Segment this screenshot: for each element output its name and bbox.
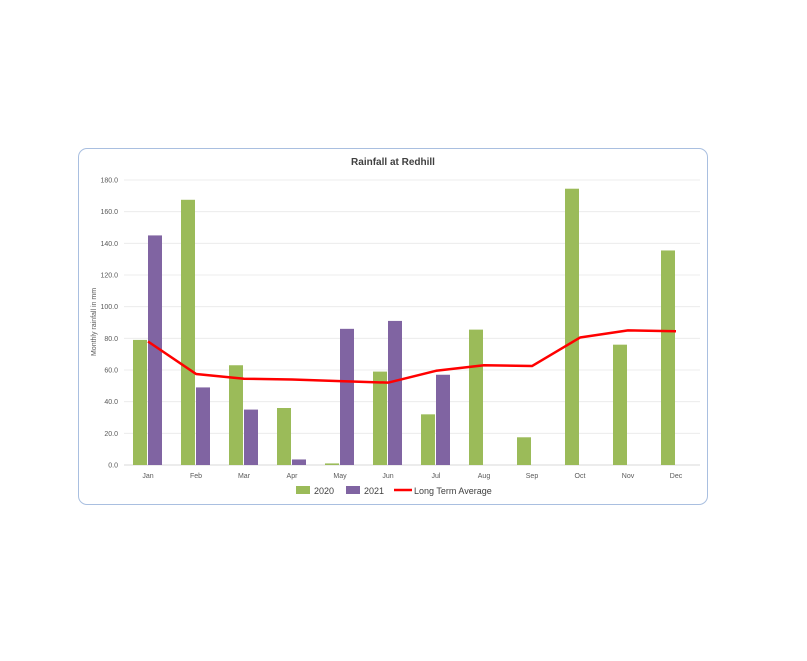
x-tick-label: Mar (238, 473, 251, 480)
bar-2020-Apr (277, 408, 291, 465)
y-tick-label: 100.0 (100, 304, 118, 311)
bar-2021-Jun (388, 320, 402, 465)
legend: 2020 2021 Long Term Average (296, 486, 492, 496)
legend-label: 2020 (314, 486, 334, 496)
x-tick-label: Jan (142, 473, 153, 480)
x-tick-label: Jun (382, 473, 393, 480)
legend-swatch (346, 486, 360, 494)
bar-2020-Sep (517, 437, 531, 465)
legend-label: 2021 (364, 486, 384, 496)
legend-swatch (296, 486, 310, 494)
bar-2020-Mar (229, 365, 243, 465)
y-tick-label: 140.0 (100, 241, 118, 248)
y-tick-label: 180.0 (100, 178, 118, 185)
gridlines (124, 179, 700, 466)
x-tick-label: Dec (670, 473, 683, 480)
bar-2021-May (340, 328, 354, 465)
bar-2020-Jun (373, 371, 387, 465)
y-tick-label: 60.0 (104, 368, 118, 375)
bar-2021-Feb (196, 387, 210, 465)
y-tick-label: 0.0 (108, 463, 118, 470)
legend-label: Long Term Average (414, 486, 492, 496)
bar-2021-Jul (436, 374, 450, 465)
y-axis-label: Monthly rainfall in mm (91, 288, 98, 356)
y-tick-label: 120.0 (100, 273, 118, 280)
x-tick-label: Sep (526, 473, 539, 480)
bar-2020-Jan (133, 339, 147, 465)
bars (133, 188, 675, 466)
x-tick-label: Feb (190, 473, 202, 480)
bar-2020-Jul (421, 414, 435, 465)
line-series-long-term-average (147, 329, 677, 384)
bar-2020-Oct (565, 188, 579, 466)
y-tick-label: 40.0 (104, 399, 118, 406)
bar-2020-Nov (613, 344, 627, 465)
y-tick-label: 20.0 (104, 431, 118, 438)
chart-title: Rainfall at Redhill (351, 157, 435, 168)
x-tick-label: Aug (478, 473, 491, 480)
x-tick-label: May (333, 473, 347, 480)
bar-2021-Jan (148, 235, 162, 465)
bar-2020-May (325, 463, 339, 465)
bar-2020-Aug (469, 329, 483, 465)
x-tick-label: Oct (575, 473, 586, 480)
bar-2021-Mar (244, 409, 258, 465)
x-tick-label: Jul (432, 473, 441, 480)
y-tick-label: 80.0 (104, 336, 118, 343)
y-tick-label: 160.0 (100, 209, 118, 216)
x-tick-label: Apr (287, 473, 299, 480)
bar-2021-Apr (292, 459, 306, 465)
bar-2020-Feb (181, 199, 195, 465)
bar-2020-Dec (661, 250, 675, 465)
average-line (147, 329, 677, 384)
x-tick-label: Nov (622, 473, 635, 480)
y-tick-labels: 0.0 20.0 40.0 60.0 80.0 100.0 120.0 140.0 160.0 1… (100, 178, 118, 470)
x-tick-labels: Jan Feb Mar Apr May Jun Jul Aug Sep Oct Nov Dec (142, 473, 682, 480)
